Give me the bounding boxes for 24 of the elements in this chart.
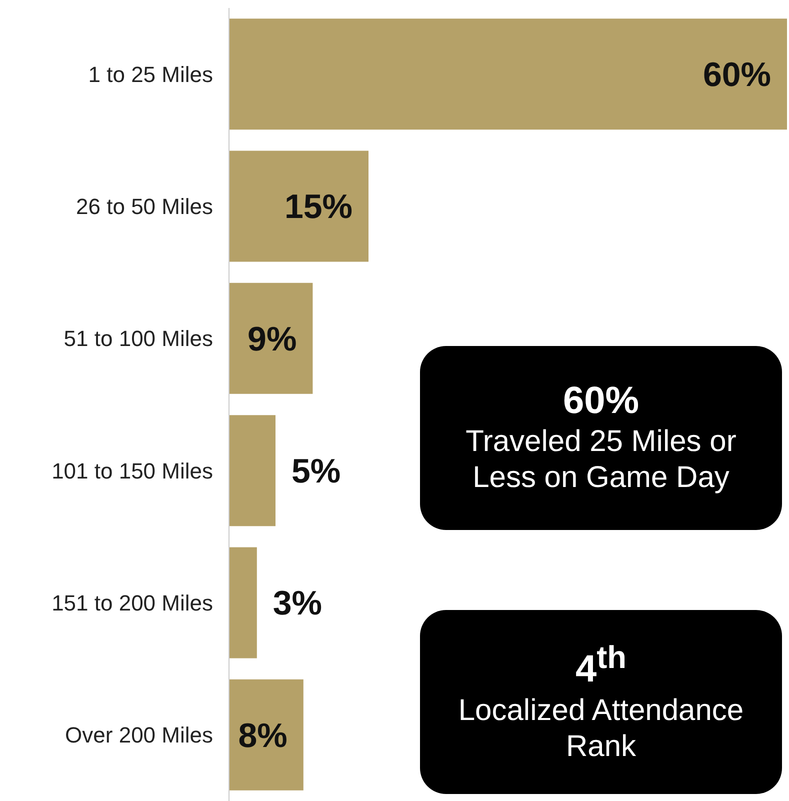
y-tick-label: 26 to 50 Miles xyxy=(76,194,213,220)
data-label: 5% xyxy=(292,452,341,490)
bar xyxy=(229,679,304,790)
bar xyxy=(229,547,257,658)
callout-box: 60% Traveled 25 Miles or Less on Game Day xyxy=(420,346,782,530)
bar xyxy=(229,282,313,394)
y-tick-label: Over 200 Miles xyxy=(65,722,213,748)
annotation: 4$^{th}$ xyxy=(574,639,628,693)
bar xyxy=(229,18,787,130)
annotation: Traveled 25 Miles or Less on Game Day xyxy=(464,424,738,496)
bar xyxy=(229,150,368,262)
data-label: 3% xyxy=(272,584,322,623)
y-tick-label: 1 to 25 Miles xyxy=(88,62,213,87)
y-tick-label: 51 to 100 Miles xyxy=(64,326,213,352)
data-label: 9% xyxy=(248,320,297,358)
data-label: 15% xyxy=(284,188,352,226)
bar xyxy=(229,415,276,526)
data-label: 60% xyxy=(702,56,771,94)
data-label: 8% xyxy=(238,716,288,755)
annotation: 60% xyxy=(562,380,640,424)
callout-box: 4$^{th}$ Localized Attendance Rank xyxy=(420,610,782,794)
y-tick-label: 101 to 150 Miles xyxy=(52,458,213,484)
annotation: Localized Attendance Rank xyxy=(457,692,745,765)
y-tick-label: 151 to 200 Miles xyxy=(52,590,213,616)
